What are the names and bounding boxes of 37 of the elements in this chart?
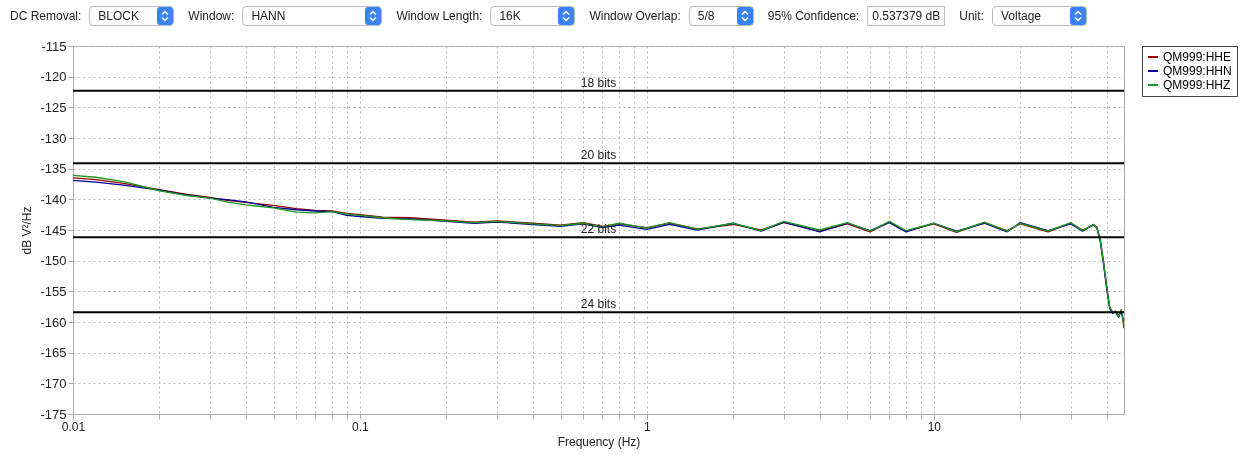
y-tick-label: -125 [40,99,67,115]
text: Window Overlap: [589,9,681,23]
legend-label: QM999:HHN [1163,64,1232,78]
dropdown: Voltage [991,6,1087,26]
text: Unit: [959,9,984,23]
y-tick-label: -160 [40,314,67,330]
dropdown: 5/8 [688,6,754,26]
text-field: 0.537379 dB [867,6,946,26]
y-tick-label: -120 [40,69,67,85]
y-axis-title: dB V²/Hz [20,206,35,255]
dropdown: HANN [242,6,383,26]
x-tick-label: 0.01 [61,419,86,434]
y-tick-label: -145 [40,222,67,238]
text: Window Length: [396,9,483,23]
y-tick-label: -135 [40,161,67,177]
y-tick-label: -130 [40,130,67,146]
y-tick-label: -150 [40,253,67,269]
text: Window: [188,9,235,23]
text: DC Removal: [10,9,82,23]
text: 95% Confidence: [767,9,860,23]
x-tick-label: 1 [644,419,652,434]
ref-line-label: 20 bits [580,148,617,163]
y-tick-label: -140 [40,191,67,207]
y-tick-label: -175 [40,406,67,422]
dropdown: 16K [490,6,576,26]
y-tick-label: -170 [40,375,67,391]
x-tick-label: 10 [927,419,942,434]
ref-line-label: 18 bits [580,75,617,90]
ref-line-label: 24 bits [580,297,617,312]
legend-label: QM999:HHZ [1163,78,1231,92]
y-tick-label: -115 [41,38,67,54]
x-tick-label: 0.1 [352,419,370,434]
x-axis-title: Frequency (Hz) [557,434,641,449]
dropdown: BLOCK [89,6,175,26]
y-tick-label: -165 [40,345,67,361]
y-tick-label: -155 [40,283,67,299]
legend-label: QM999:HHE [1163,50,1232,64]
